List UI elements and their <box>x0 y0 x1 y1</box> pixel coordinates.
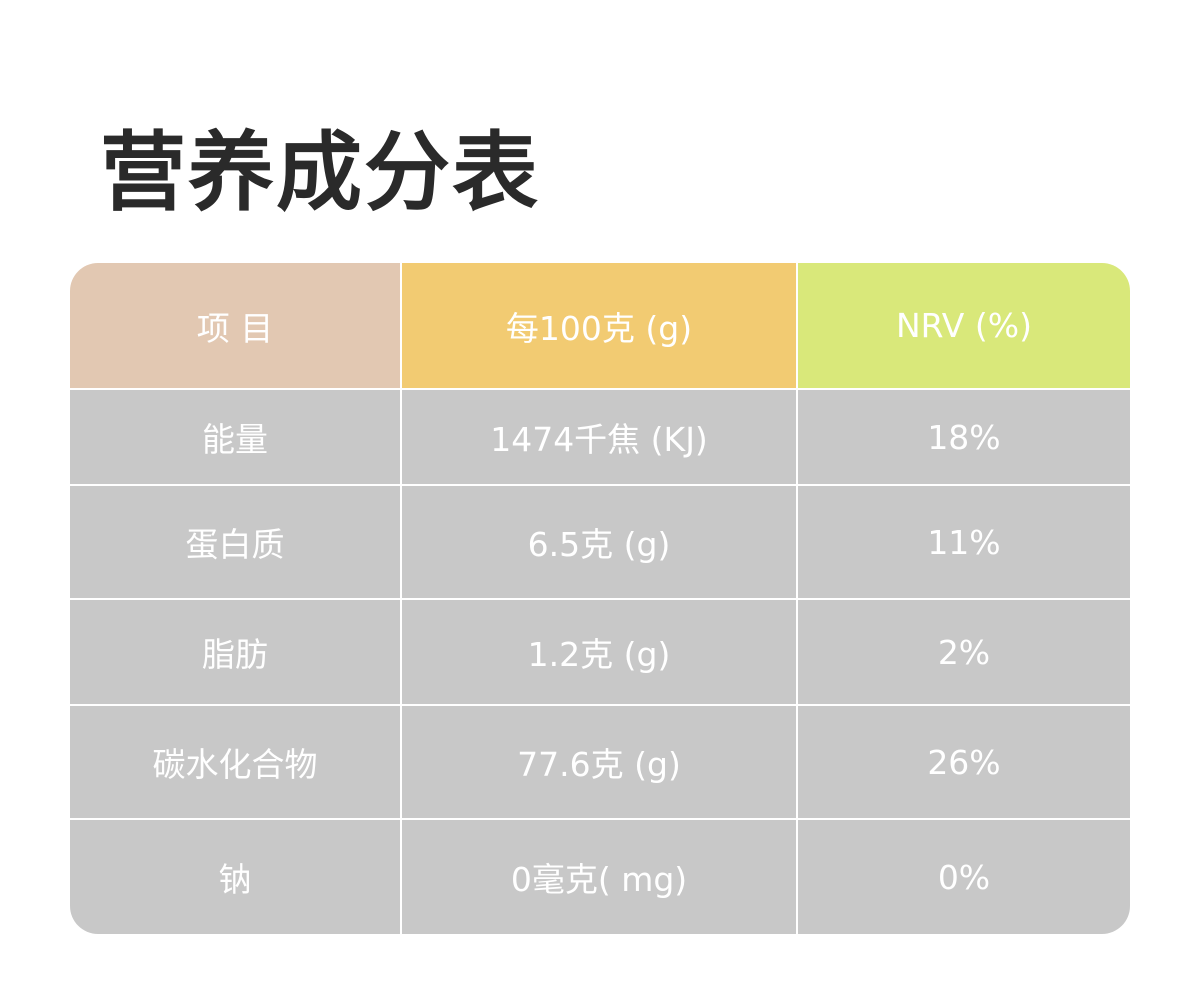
table-cell: 碳水化合物 <box>70 706 400 818</box>
table-cell: 能量 <box>70 390 400 484</box>
table-cell: 0% <box>798 820 1130 934</box>
table-cell: 钠 <box>70 820 400 934</box>
table-cell: 2% <box>798 600 1130 704</box>
table-cell: 蛋白质 <box>70 486 400 598</box>
table-cell: 11% <box>798 486 1130 598</box>
title: 营养成分表 <box>100 123 540 223</box>
table-cell: 1474千焦 (KJ) <box>402 390 796 484</box>
table-cell: 26% <box>798 706 1130 818</box>
table-cell: 0毫克( mg) <box>402 820 796 934</box>
table-cell: 1.2克 (g) <box>402 600 796 704</box>
header-cell: 项 目 <box>70 263 400 388</box>
table-cell: 6.5克 (g) <box>402 486 796 598</box>
nutrition-table: 项 目每100克 (g) NRV (%) 能量 1474千焦 (KJ) 18% 蛋白质 6.… <box>70 263 1130 934</box>
header-cell: 每100克 (g) <box>402 263 796 388</box>
table-cell: 脂肪 <box>70 600 400 704</box>
header-cell: NRV (%) <box>798 263 1130 388</box>
table-cell: 77.6克 (g) <box>402 706 796 818</box>
table-cell: 18% <box>798 390 1130 484</box>
